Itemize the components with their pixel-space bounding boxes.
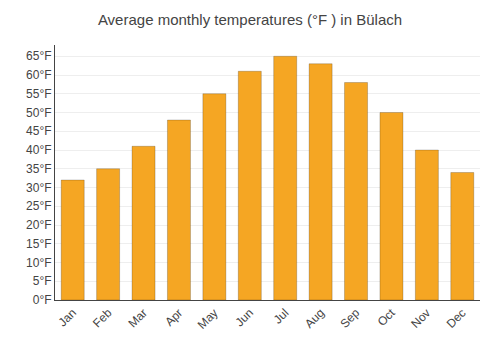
svg-text:Jul: Jul [271,306,292,327]
svg-text:Nov: Nov [408,306,433,331]
svg-text:May: May [195,306,221,332]
svg-text:Mar: Mar [125,306,150,331]
svg-text:Aug: Aug [302,306,327,331]
svg-text:5°F: 5°F [33,274,52,288]
svg-text:Oct: Oct [375,305,399,329]
svg-text:Jun: Jun [233,306,257,330]
svg-text:10°F: 10°F [26,256,51,270]
svg-text:0°F: 0°F [33,293,52,307]
svg-text:50°F: 50°F [26,106,51,120]
svg-text:25°F: 25°F [26,199,51,213]
svg-text:Average monthly temperatures (: Average monthly temperatures (°F ) in Bü… [98,11,402,28]
svg-text:Apr: Apr [162,306,185,329]
svg-text:45°F: 45°F [26,124,51,138]
svg-text:40°F: 40°F [26,143,51,157]
svg-text:20°F: 20°F [26,218,51,232]
svg-text:55°F: 55°F [26,87,51,101]
svg-text:Jan: Jan [55,306,79,330]
svg-text:Sep: Sep [337,306,362,331]
svg-text:30°F: 30°F [26,181,51,195]
svg-text:60°F: 60°F [26,68,51,82]
svg-text:65°F: 65°F [26,49,51,63]
svg-text:Feb: Feb [90,306,115,331]
svg-text:35°F: 35°F [26,162,51,176]
svg-text:15°F: 15°F [26,237,51,251]
svg-text:Dec: Dec [444,306,469,331]
